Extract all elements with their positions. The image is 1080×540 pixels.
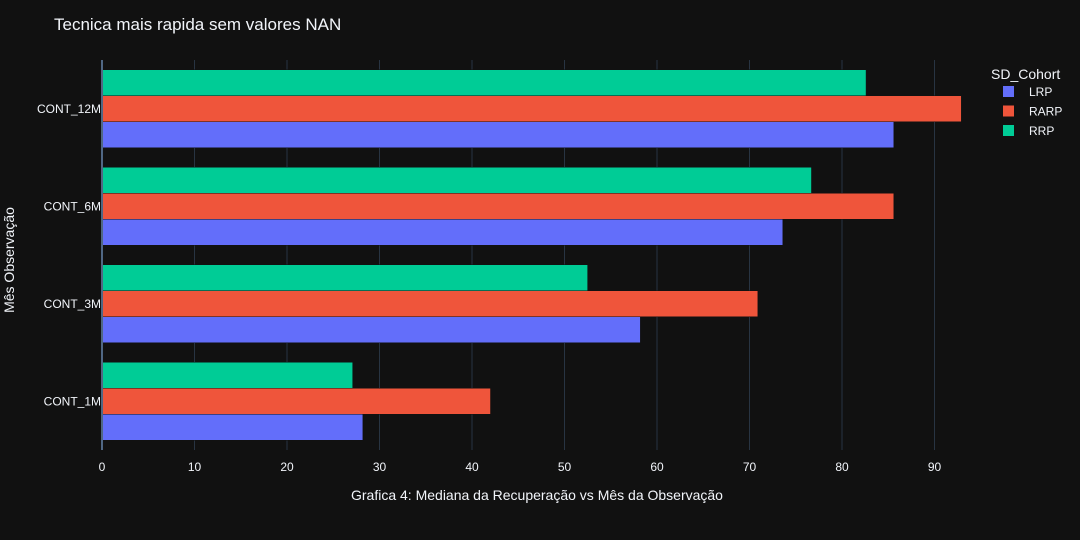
y-axis-title: Mês Observação [1,207,17,313]
y-tick-label: CONT_1M [44,394,101,408]
bar-rarp-cont_3m[interactable] [101,290,759,317]
chart-title: Tecnica mais rapida sem valores NAN [54,15,341,34]
legend: SD_Cohort LRP RARP RRP [991,66,1062,138]
x-tick-label: 0 [99,460,106,474]
y-tick-label: CONT_3M [44,297,101,311]
bar-rrp-cont_3m[interactable] [101,264,588,291]
bar-rarp-cont_6m[interactable] [101,193,895,220]
legend-swatch-lrp[interactable] [1003,86,1014,97]
legend-swatch-rrp[interactable] [1003,125,1014,136]
x-tick-label: 40 [465,460,479,474]
bars [101,69,962,441]
axes: 0 10 20 30 40 50 60 70 80 90 CONT_1M CONT_3M CONT_6M… [37,60,942,474]
x-tick-label: 90 [928,460,942,474]
legend-label-rarp[interactable]: RARP [1029,105,1062,119]
x-tick-label: 50 [558,460,572,474]
legend-swatch-rarp[interactable] [1003,105,1014,117]
legend-title: SD_Cohort [991,66,1060,82]
x-tick-label: 10 [188,460,202,474]
legend-label-lrp[interactable]: LRP [1029,85,1052,99]
y-tick-label: CONT_12M [37,102,101,116]
bar-rarp-cont_12m[interactable] [101,95,962,122]
x-tick-label: 30 [373,460,387,474]
x-axis-title: Grafica 4: Mediana da Recuperação vs Mês… [351,487,723,503]
legend-label-rrp[interactable]: RRP [1029,124,1054,138]
bar-lrp-cont_3m[interactable] [101,316,641,343]
bar-lrp-cont_1m[interactable] [101,414,364,441]
bar-lrp-cont_12m[interactable] [101,121,895,148]
y-tick-label: CONT_6M [44,199,101,213]
x-tick-label: 60 [650,460,664,474]
x-tick-label: 20 [280,460,294,474]
x-tick-label: 80 [835,460,849,474]
bar-rrp-cont_12m[interactable] [101,69,867,96]
bar-rarp-cont_1m[interactable] [101,388,491,415]
bar-lrp-cont_6m[interactable] [101,219,784,246]
bar-rrp-cont_6m[interactable] [101,167,812,194]
bar-rrp-cont_1m[interactable] [101,362,353,389]
x-tick-label: 70 [743,460,757,474]
